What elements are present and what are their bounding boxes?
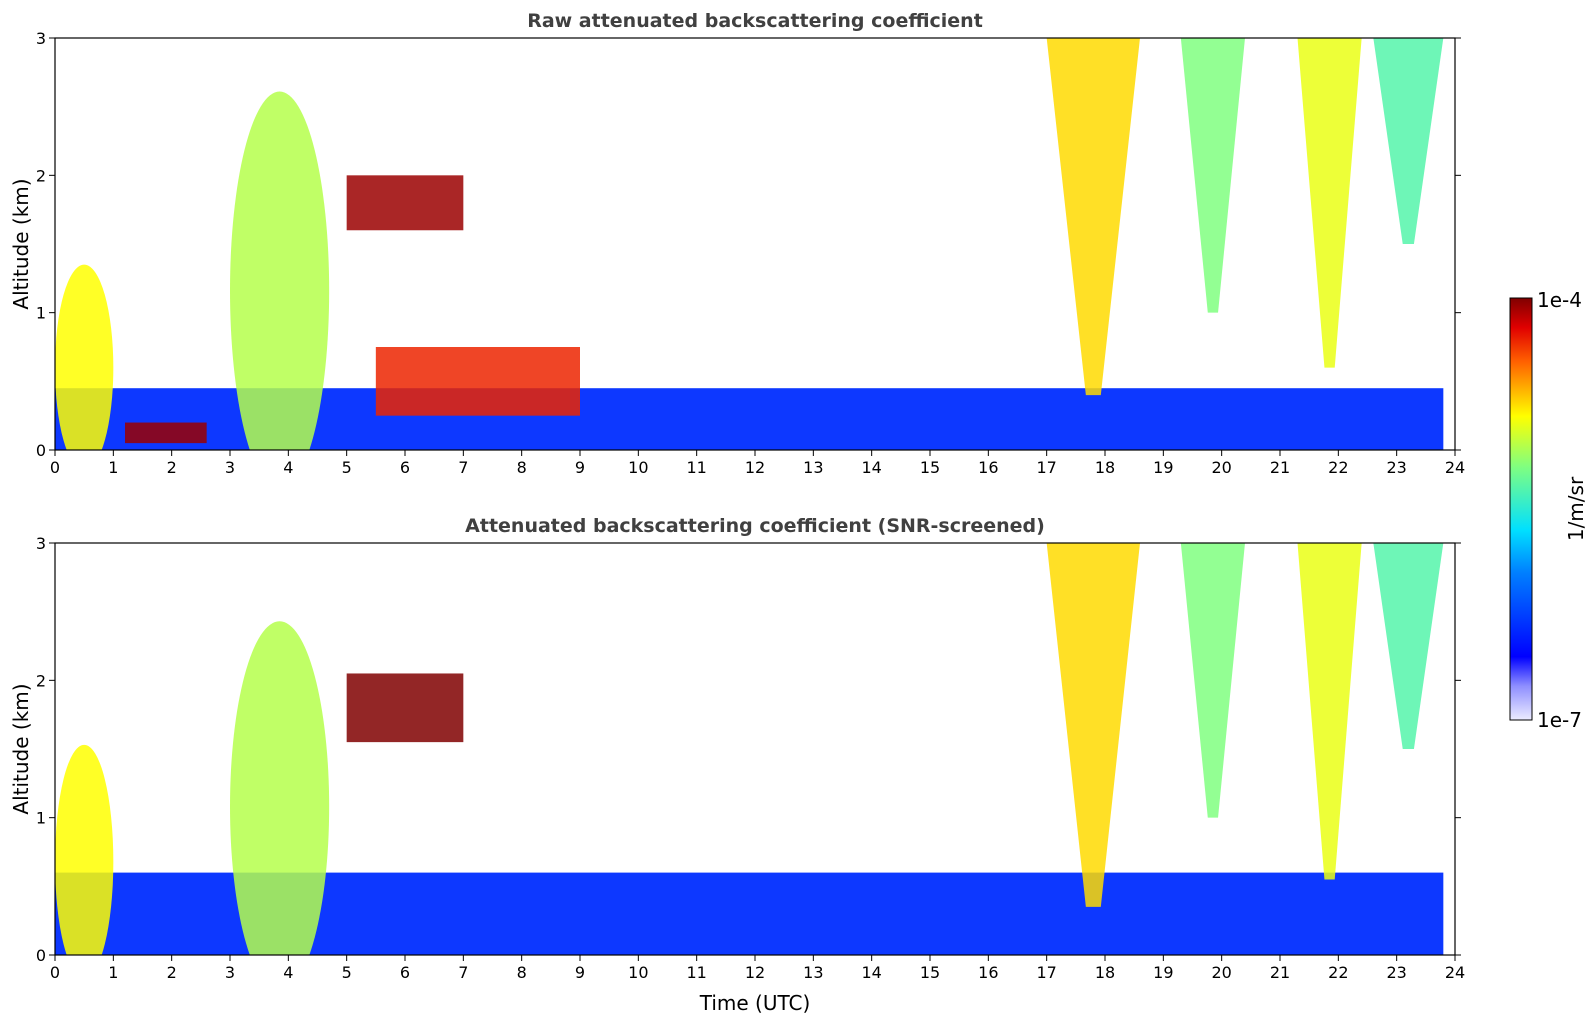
x-tick-label: 17 (1036, 458, 1056, 477)
cloud-layer-mark (346, 175, 464, 231)
panel-raw-ylabel: Altitude (km) (9, 178, 33, 309)
panel-screened-yticks: 0 1 2 3 (36, 534, 1461, 965)
x-tick-label: 8 (517, 963, 527, 982)
x-tick-label: 0 (50, 458, 60, 477)
cloud-layer-mark (375, 347, 580, 416)
x-tick-label: 2 (167, 458, 177, 477)
x-tick-label: 2 (167, 963, 177, 982)
x-tick-label: 17 (1036, 963, 1056, 982)
x-tick-label: 4 (283, 963, 293, 982)
colorbar-max-label: 1e-4 (1537, 288, 1582, 312)
x-tick-label: 24 (1445, 963, 1465, 982)
x-tick-label: 19 (1153, 963, 1173, 982)
x-tick-label: 7 (458, 963, 468, 982)
virga-mark (1046, 38, 1140, 396)
x-tick-label: 8 (517, 458, 527, 477)
x-tick-label: 21 (1270, 458, 1290, 477)
x-tick-label: 3 (225, 963, 235, 982)
panel-screened-xticks: 0 1 2 3 4 5 6 7 8 9 10 11 12 13 14 15 16 17 18 19 20 21 22 23 24 (50, 955, 1465, 982)
panel-screened-ylabel: Altitude (km) (9, 683, 33, 814)
x-tick-label: 15 (920, 458, 940, 477)
x-tick-label: 16 (978, 963, 998, 982)
y-tick-label: 2 (36, 671, 46, 690)
x-tick-label: 10 (628, 963, 648, 982)
x-tick-label: 1 (108, 458, 118, 477)
x-tick-label: 11 (686, 963, 706, 982)
x-tick-label: 23 (1386, 458, 1406, 477)
x-tick-label: 10 (628, 458, 648, 477)
x-tick-label: 18 (1095, 458, 1115, 477)
cloud-layer-mark (346, 673, 464, 743)
panel-raw-title: Raw attenuated backscattering coefficien… (527, 10, 983, 32)
virga-mark (1297, 543, 1362, 880)
y-tick-label: 0 (36, 441, 46, 460)
colorbar-min-label: 1e-7 (1537, 708, 1582, 732)
x-tick-label: 18 (1095, 963, 1115, 982)
x-tick-label: 11 (686, 458, 706, 477)
y-tick-label: 0 (36, 946, 46, 965)
x-tick-label: 9 (575, 458, 585, 477)
x-tick-label: 7 (458, 458, 468, 477)
x-tick-label: 5 (342, 963, 352, 982)
panel-raw-heatmap (55, 38, 1444, 450)
y-tick-label: 3 (36, 534, 46, 553)
x-tick-label: 14 (861, 458, 881, 477)
panel-screened-xlabel: Time (UTC) (699, 991, 811, 1015)
x-tick-label: 12 (745, 963, 765, 982)
x-tick-label: 4 (283, 458, 293, 477)
panel-screened-heatmap (55, 543, 1444, 955)
colorbar-gradient (1509, 297, 1533, 721)
x-tick-label: 19 (1153, 458, 1173, 477)
x-tick-label: 13 (803, 458, 823, 477)
aerosol-plume-mark (55, 744, 114, 955)
panel-raw-xticks: 0 1 2 3 4 5 6 7 8 9 10 11 12 13 14 15 16 17 18 19 20 21 22 23 24 (50, 450, 1465, 477)
x-tick-label: 22 (1328, 963, 1348, 982)
x-tick-label: 6 (400, 963, 410, 982)
x-tick-label: 23 (1386, 963, 1406, 982)
panel-screened: Attenuated backscattering coefficient (S… (9, 515, 1465, 1015)
virga-mark (1180, 543, 1245, 818)
x-tick-label: 13 (803, 963, 823, 982)
x-tick-label: 20 (1211, 963, 1231, 982)
panel-screened-title: Attenuated backscattering coefficient (S… (465, 515, 1045, 537)
x-tick-label: 22 (1328, 458, 1348, 477)
x-tick-label: 14 (861, 963, 881, 982)
panel-raw-yticks: 0 1 2 3 (36, 29, 1461, 460)
virga-mark (1297, 38, 1362, 368)
y-tick-label: 3 (36, 29, 46, 48)
virga-mark (1180, 38, 1245, 313)
virga-mark (1373, 38, 1444, 244)
x-tick-label: 16 (978, 458, 998, 477)
colorbar-label: 1/m/sr (1564, 476, 1588, 541)
x-tick-label: 15 (920, 963, 940, 982)
x-tick-label: 12 (745, 458, 765, 477)
panel-raw: Raw attenuated backscattering coefficien… (9, 10, 1465, 477)
x-tick-label: 20 (1211, 458, 1231, 477)
y-tick-label: 2 (36, 166, 46, 185)
x-tick-label: 24 (1445, 458, 1465, 477)
virga-mark (1046, 543, 1140, 907)
x-tick-label: 21 (1270, 963, 1290, 982)
virga-mark (1373, 543, 1444, 749)
y-tick-label: 1 (36, 304, 46, 323)
aerosol-plume-mark (230, 91, 330, 450)
aerosol-plume-mark (55, 264, 114, 450)
cloud-layer-mark (125, 422, 207, 444)
x-tick-label: 0 (50, 963, 60, 982)
x-tick-label: 6 (400, 458, 410, 477)
x-tick-label: 1 (108, 963, 118, 982)
y-tick-label: 1 (36, 809, 46, 828)
x-tick-label: 3 (225, 458, 235, 477)
aerosol-plume-mark (230, 621, 330, 955)
x-tick-label: 9 (575, 963, 585, 982)
x-tick-label: 5 (342, 458, 352, 477)
colorbar: 1e-4 1e-7 1/m/sr (1509, 288, 1588, 732)
